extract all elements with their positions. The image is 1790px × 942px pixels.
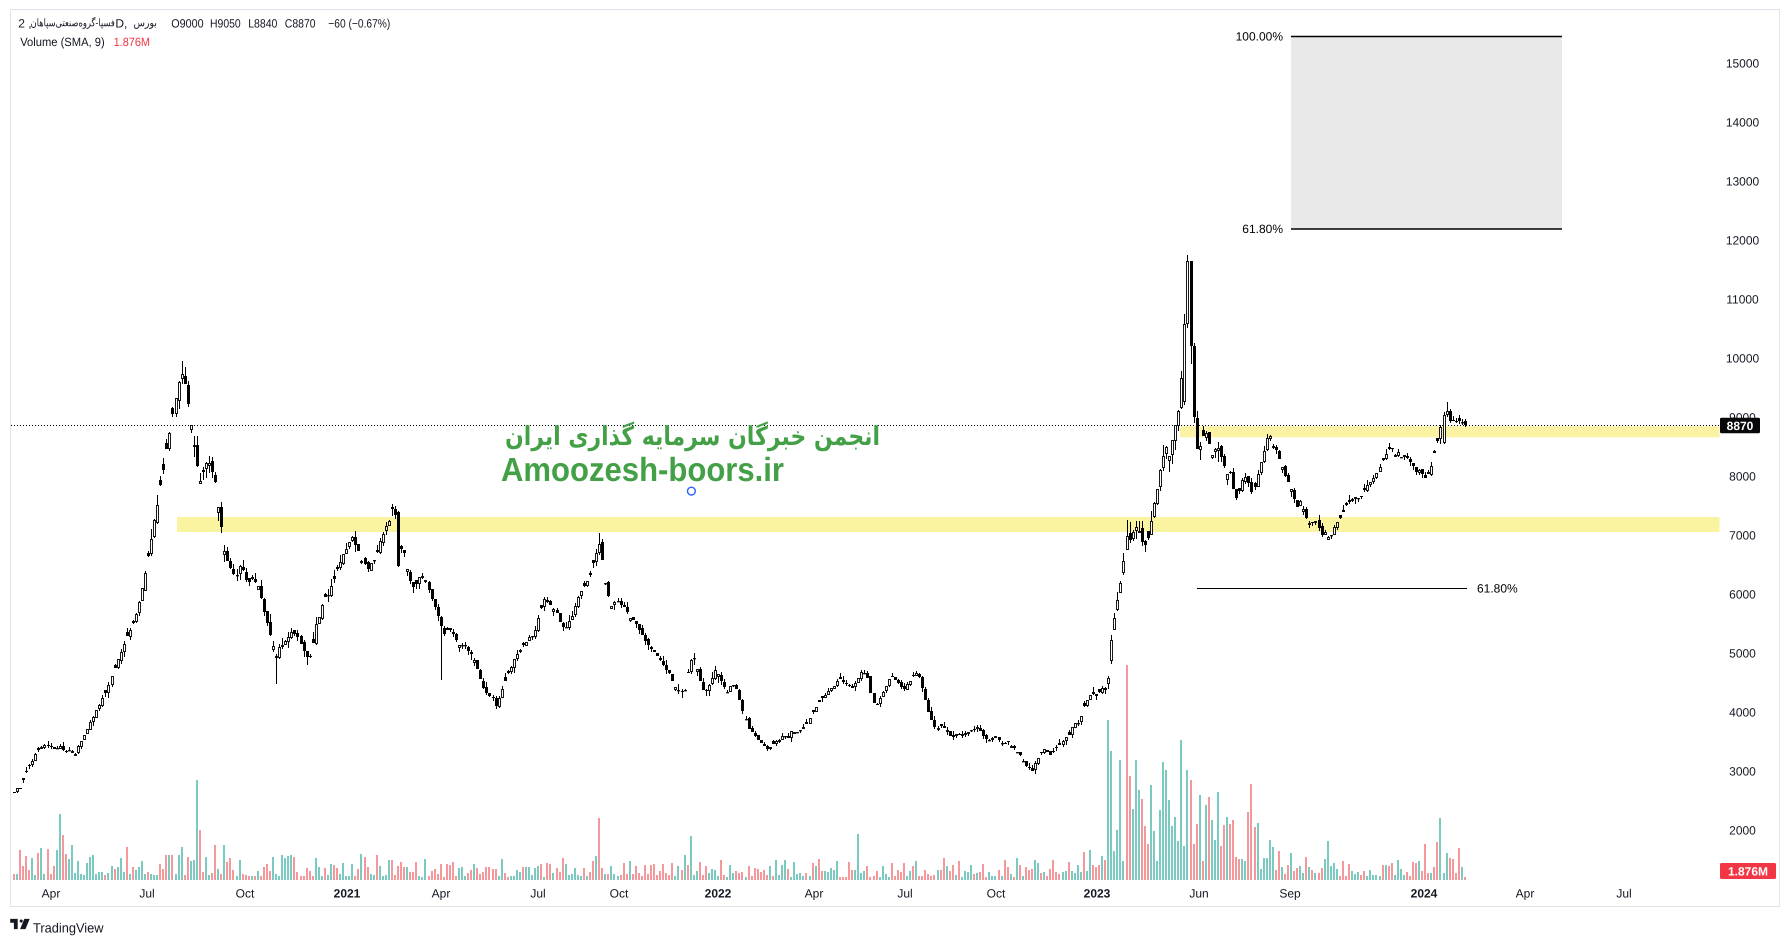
svg-text:1.876M: 1.876M	[1728, 865, 1768, 879]
svg-text:2000: 2000	[1729, 823, 1756, 837]
svg-text:Sep: Sep	[1279, 886, 1301, 900]
svg-text:4000: 4000	[1729, 705, 1756, 719]
svg-text:6000: 6000	[1729, 587, 1756, 601]
svg-text:Jul: Jul	[1616, 886, 1631, 900]
svg-text:8000: 8000	[1729, 469, 1756, 483]
svg-text:5000: 5000	[1729, 646, 1756, 660]
svg-text:14000: 14000	[1726, 115, 1760, 129]
svg-text:Jun: Jun	[1189, 886, 1208, 900]
svg-text:C8870: C8870	[285, 17, 316, 31]
svg-text:2 ,: 2 ,	[18, 17, 31, 31]
svg-text:7000: 7000	[1729, 528, 1756, 542]
svg-text:O9000: O9000	[171, 17, 204, 31]
svg-text:2024: 2024	[1411, 886, 1438, 900]
svg-text:11000: 11000	[1726, 292, 1759, 306]
svg-text:61.80%: 61.80%	[1242, 222, 1283, 236]
svg-text:Oct: Oct	[610, 886, 629, 900]
svg-text:Jul: Jul	[139, 886, 154, 900]
svg-text:61.80%: 61.80%	[1477, 582, 1518, 596]
svg-text:Apr: Apr	[432, 886, 451, 900]
svg-text:Jul: Jul	[530, 886, 545, 900]
svg-text:15000: 15000	[1726, 56, 1760, 70]
svg-text:Volume (SMA, 9): Volume (SMA, 9)	[20, 35, 105, 49]
svg-text:L8840: L8840	[248, 17, 277, 31]
svg-text:Amoozesh-boors.ir: Amoozesh-boors.ir	[501, 452, 784, 489]
svg-text:Jul: Jul	[897, 886, 912, 900]
svg-text:3000: 3000	[1729, 764, 1756, 778]
svg-text:10000: 10000	[1726, 351, 1760, 365]
svg-text:Apr: Apr	[42, 886, 61, 900]
svg-text:100.00%: 100.00%	[1236, 30, 1284, 44]
svg-text:−60 (−0.67%): −60 (−0.67%)	[328, 17, 390, 31]
svg-text:2023: 2023	[1084, 886, 1111, 900]
svg-text:Oct: Oct	[987, 886, 1006, 900]
svg-text:Apr: Apr	[805, 886, 824, 900]
svg-text:TradingView: TradingView	[33, 921, 104, 936]
svg-text:Apr: Apr	[1516, 886, 1535, 900]
svg-text:12000: 12000	[1726, 233, 1760, 247]
svg-text:8870: 8870	[1727, 419, 1754, 433]
svg-text:H9050: H9050	[210, 17, 241, 31]
svg-text:2022: 2022	[705, 886, 732, 900]
svg-text:13000: 13000	[1726, 174, 1760, 188]
svg-text:1.876M: 1.876M	[114, 35, 150, 49]
svg-text:D,: D,	[115, 17, 127, 31]
svg-text:2021: 2021	[334, 886, 361, 900]
svg-text:Oct: Oct	[236, 886, 255, 900]
